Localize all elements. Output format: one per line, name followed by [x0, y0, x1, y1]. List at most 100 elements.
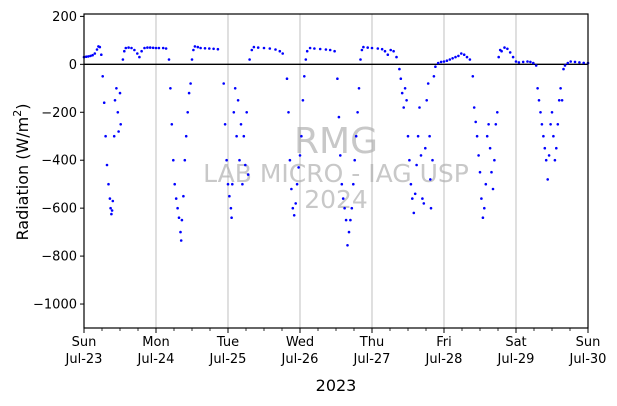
data-point: [238, 158, 241, 162]
data-point: [336, 77, 339, 80]
data-point: [229, 206, 233, 210]
data-point: [304, 58, 308, 61]
data-point: [268, 47, 272, 50]
data-point: [308, 46, 312, 50]
data-point: [566, 61, 570, 65]
data-point: [445, 59, 449, 62]
data-point: [503, 46, 506, 49]
data-point: [532, 61, 535, 65]
data-point: [357, 87, 361, 90]
y-tick-label: −200: [41, 106, 77, 121]
data-point: [232, 111, 236, 114]
data-point: [352, 182, 355, 186]
data-point: [112, 134, 116, 138]
data-point: [244, 163, 247, 167]
data-point: [110, 212, 113, 216]
data-point: [477, 154, 480, 157]
x-tick-label: Sat Jul-29: [497, 335, 535, 367]
data-point: [297, 166, 300, 169]
x-tick-label: Sun Jul-30: [569, 335, 607, 367]
data-point: [235, 134, 238, 138]
data-point: [553, 158, 557, 162]
data-point: [484, 182, 488, 186]
data-point: [550, 111, 554, 114]
y-axis-label: Radiation (W/m2): [11, 104, 32, 241]
data-point: [172, 158, 175, 162]
data-point: [529, 60, 532, 64]
x-tick-label: Tue Jul-25: [209, 335, 247, 367]
data-point: [84, 55, 88, 58]
data-point: [419, 154, 423, 157]
data-point: [105, 163, 109, 167]
data-point: [216, 47, 220, 51]
data-point: [448, 58, 452, 61]
data-point: [549, 123, 552, 126]
data-point: [116, 111, 120, 114]
data-point: [301, 99, 305, 102]
watermark-line-3: 2024: [304, 185, 368, 214]
data-point: [285, 77, 289, 80]
data-point: [169, 87, 172, 90]
data-point: [248, 58, 251, 61]
data-point: [340, 182, 344, 186]
data-point: [236, 99, 240, 102]
data-point: [392, 49, 395, 53]
data-point: [180, 218, 184, 222]
data-point: [119, 123, 122, 126]
data-point: [344, 218, 348, 222]
data-point: [432, 75, 436, 78]
data-point: [288, 158, 292, 162]
data-point: [429, 178, 432, 181]
data-point: [262, 46, 266, 50]
y-tick-label: −1000: [33, 298, 77, 313]
data-point: [542, 134, 545, 138]
data-point: [101, 75, 104, 78]
data-point: [537, 99, 541, 102]
data-point: [328, 48, 332, 52]
data-point: [177, 216, 181, 219]
y-tick-label: −600: [41, 202, 77, 217]
x-tick-label: Sun Jul-23: [65, 335, 103, 367]
data-point: [295, 182, 299, 186]
data-point: [415, 163, 418, 167]
data-point: [557, 99, 561, 102]
data-point: [95, 48, 99, 51]
data-point: [425, 99, 429, 102]
data-point: [341, 197, 345, 200]
data-point: [552, 134, 555, 138]
data-point: [421, 197, 424, 200]
data-point: [424, 146, 427, 150]
data-point: [402, 106, 406, 109]
data-point: [226, 182, 230, 186]
data-point: [434, 65, 437, 68]
data-point: [526, 60, 529, 63]
data-point: [89, 54, 92, 58]
data-point: [555, 146, 558, 150]
data-point: [115, 87, 118, 90]
x-axis-label: 2023: [316, 376, 357, 395]
data-point: [138, 55, 141, 59]
data-point: [347, 230, 351, 234]
data-point: [582, 61, 585, 65]
data-point: [222, 82, 225, 85]
data-point: [184, 134, 188, 138]
data-point: [398, 67, 401, 71]
data-point: [104, 134, 107, 138]
data-point: [190, 58, 194, 61]
data-point: [521, 60, 525, 64]
data-point: [472, 106, 476, 109]
data-point: [252, 45, 256, 49]
data-point: [462, 53, 466, 56]
data-point: [91, 53, 94, 57]
data-point: [395, 55, 398, 59]
x-tick-label: Thu Jul-27: [353, 335, 391, 367]
data-point: [409, 182, 413, 186]
data-point: [212, 47, 215, 51]
data-point: [300, 134, 303, 138]
data-point: [563, 64, 567, 67]
data-point: [366, 46, 370, 49]
data-point: [349, 218, 352, 222]
data-point: [193, 45, 197, 48]
data-point: [241, 182, 244, 186]
data-point: [465, 55, 469, 59]
